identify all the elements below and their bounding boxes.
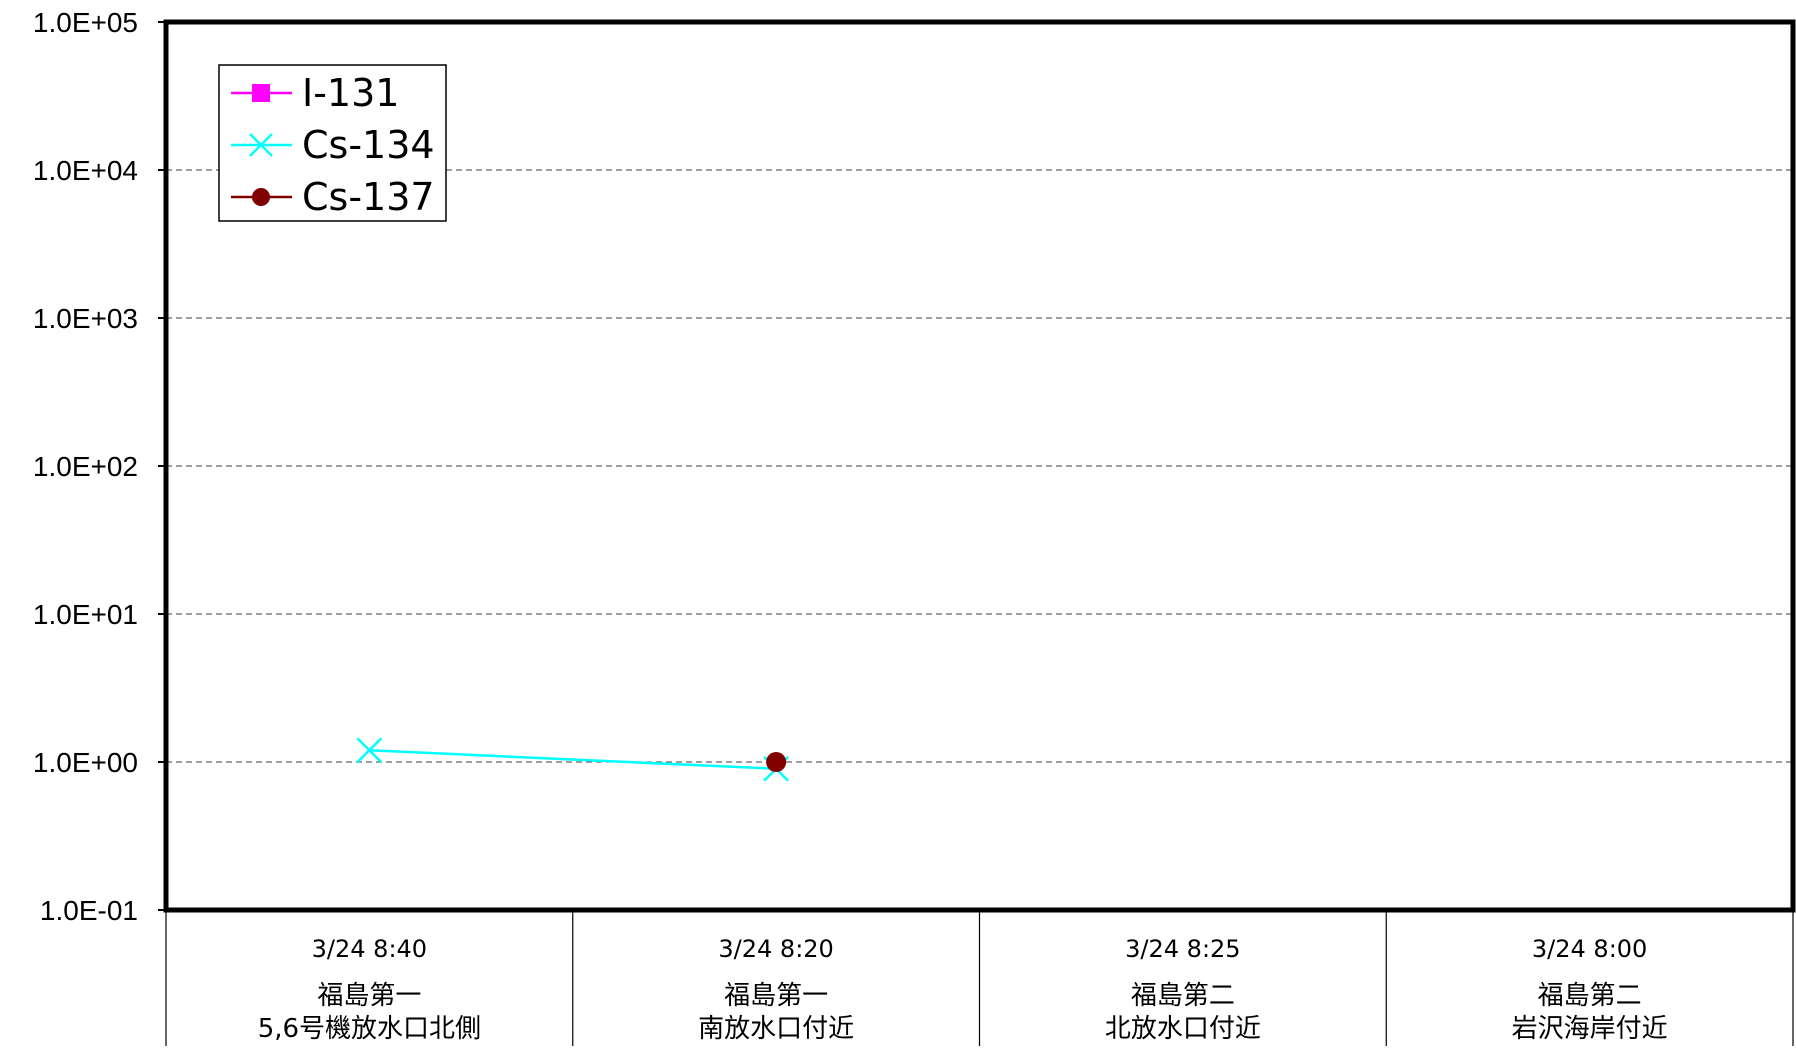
- legend-marker-cs-137: [252, 188, 270, 206]
- y-axis-ticks: 1.0E-01 1.0E+00 1.0E+01 1.0E+02 1.0E+03 1.0E+…: [33, 7, 166, 926]
- category-site-label: 福島第二: [1538, 981, 1642, 1011]
- series-layer: [356, 737, 790, 782]
- y-tick-label: 1.0E+01: [33, 599, 138, 630]
- plot-area-frame: [163, 19, 1796, 913]
- y-tick-label: 1.0E+00: [33, 747, 138, 778]
- legend-marker-cs-134-stroke: [249, 133, 273, 157]
- data-point-cs-134-stroke: [356, 737, 383, 764]
- y-tick-label: 1.0E-01: [40, 895, 138, 926]
- category-site-label: 福島第二: [1131, 981, 1235, 1011]
- legend-label-i-131: I-131: [302, 71, 399, 115]
- category-time-label: 3/24 8:40: [312, 935, 427, 963]
- y-tick-label: 1.0E+04: [33, 155, 138, 186]
- series-line-cs-134: [369, 749, 777, 771]
- legend-label-cs-137: Cs-137: [302, 175, 435, 219]
- data-point-cs-134: [356, 737, 383, 764]
- category-site-label: 福島第一: [724, 981, 828, 1011]
- legend-label-cs-134: Cs-134: [302, 123, 435, 167]
- category-location-label: 5,6号機放水口北側: [258, 1014, 481, 1044]
- legend-marker-cs-134: [249, 133, 273, 157]
- data-point-cs-137: [766, 752, 787, 772]
- y-tick-label: 1.0E+05: [33, 7, 138, 38]
- gridlines: [166, 169, 1793, 763]
- category-site-label: 福島第一: [317, 981, 421, 1011]
- category-time-label: 3/24 8:00: [1532, 935, 1647, 963]
- category-location-label: 南放水口付近: [698, 1014, 854, 1044]
- category-time-label: 3/24 8:25: [1125, 935, 1240, 963]
- category-time-label: 3/24 8:20: [718, 935, 833, 963]
- y-tick-label: 1.0E+02: [33, 451, 138, 482]
- legend-marker-i-131: [252, 84, 270, 102]
- y-tick-label: 1.0E+03: [33, 303, 138, 334]
- legend: I-131 Cs-134 Cs-137: [218, 64, 447, 222]
- category-location-label: 北放水口付近: [1105, 1014, 1261, 1044]
- category-location-label: 岩沢海岸付近: [1512, 1014, 1668, 1044]
